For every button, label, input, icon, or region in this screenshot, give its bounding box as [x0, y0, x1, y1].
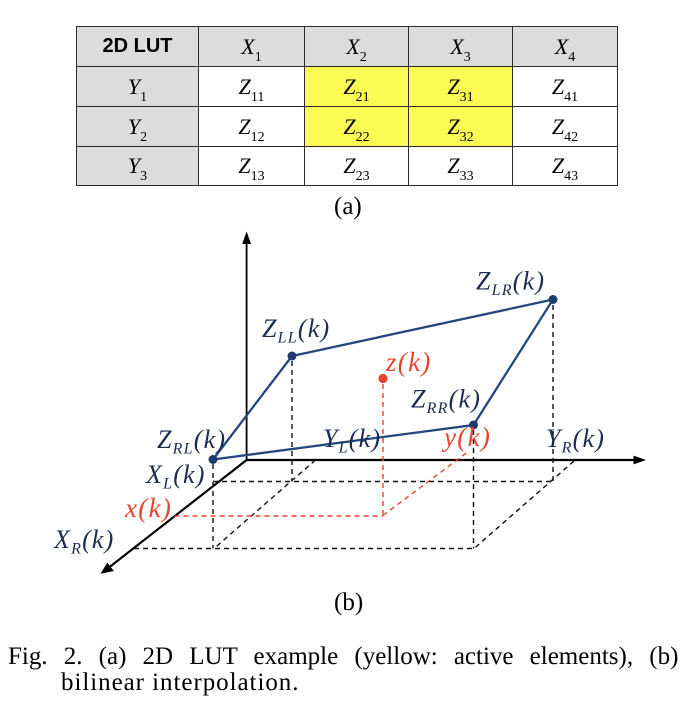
svg-text:ZRR(k): ZRR(k): [411, 385, 481, 418]
svg-text:XR(k): XR(k): [53, 525, 115, 558]
svg-text:XL(k): XL(k): [145, 460, 206, 493]
svg-text:x(k): x(k): [124, 493, 172, 523]
svg-text:ZLL(k): ZLL(k): [262, 314, 330, 347]
svg-text:ZLR(k): ZLR(k): [476, 267, 545, 300]
svg-text:YL(k): YL(k): [323, 424, 381, 457]
svg-text:ZRL(k): ZRL(k): [157, 425, 226, 458]
svg-text:y(k): y(k): [441, 422, 491, 452]
svg-text:z(k): z(k): [385, 347, 432, 377]
svg-text:YR(k): YR(k): [546, 424, 605, 457]
